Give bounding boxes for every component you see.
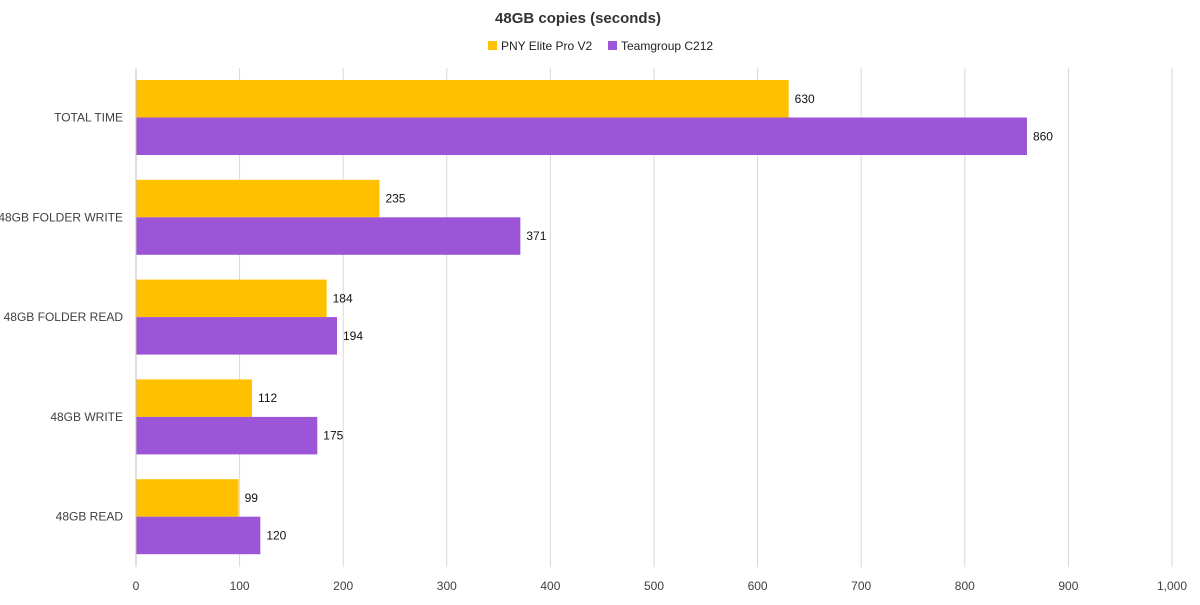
x-tick-label: 600 [748,579,768,593]
x-tick-label: 0 [133,579,140,593]
bars [136,80,1027,555]
category-labels: TOTAL TIME 48GB FOLDER WRITE 48GB FOLDER R… [0,111,123,524]
data-label: 120 [266,528,286,542]
bar-pny [136,279,327,318]
x-tick-label: 800 [955,579,975,593]
data-label: 112 [258,391,277,405]
legend-label-pny: PNY Elite Pro V2 [501,39,592,53]
data-label: 194 [343,329,363,343]
legend-label-teamgroup: Teamgroup C212 [621,39,713,53]
bar-pny [136,379,253,417]
bar-teamgroup [136,117,1027,155]
bar-teamgroup [136,217,521,255]
category-label: 48GB FOLDER READ [4,310,124,324]
category-label: 48GB FOLDER WRITE [0,210,123,224]
category-label: TOTAL TIME [54,111,123,125]
data-label: 860 [1033,129,1053,143]
bar-pny [136,80,789,118]
bar-teamgroup [136,416,318,455]
data-label: 99 [245,491,259,505]
x-tick-label: 300 [437,579,457,593]
x-tick-label: 100 [230,579,250,593]
x-tick-label: 400 [540,579,560,593]
x-tick-label: 900 [1058,579,1078,593]
data-labels: 630 860 235 371 184 194 112 175 99 120 [245,92,1054,543]
x-tick-label: 1,000 [1157,579,1187,593]
legend-swatch-pny [488,41,497,50]
chart-title: 48GB copies (seconds) [495,10,661,27]
data-label: 184 [333,291,353,305]
category-label: 48GB READ [56,510,124,524]
bar-pny [136,479,239,517]
legend: PNY Elite Pro V2 Teamgroup C212 [488,39,713,53]
data-label: 235 [385,192,405,206]
x-tick-labels: 0 100 200 300 400 500 600 700 800 900 1,000 [133,579,1188,593]
bar-pny [136,179,380,218]
bar-teamgroup [136,317,337,355]
x-tick-label: 500 [644,579,664,593]
legend-swatch-teamgroup [608,41,617,50]
data-label: 630 [795,92,815,106]
bar-teamgroup [136,516,261,555]
data-label: 371 [526,229,546,243]
x-tick-label: 700 [851,579,871,593]
category-label: 48GB WRITE [50,410,123,424]
data-label: 175 [323,429,343,443]
x-tick-label: 200 [333,579,353,593]
